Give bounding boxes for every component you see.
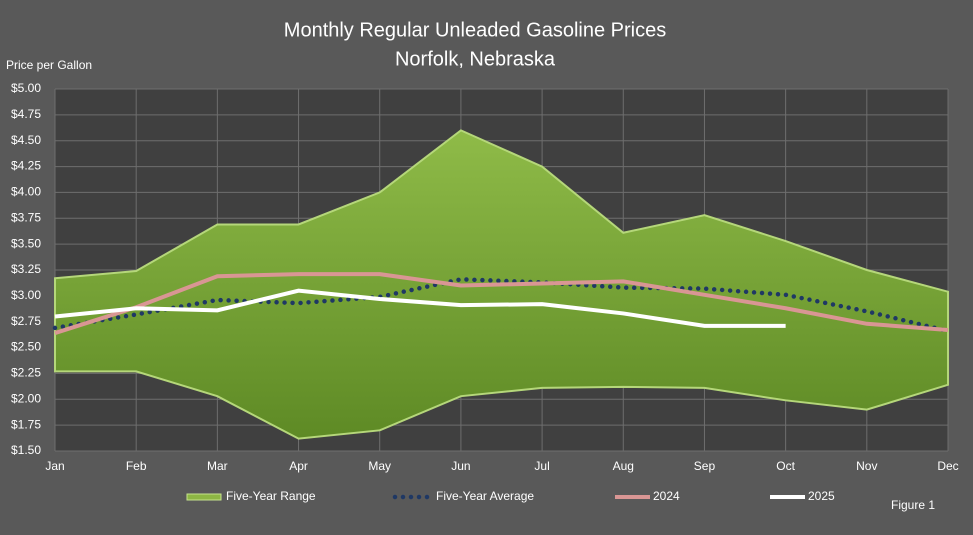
chart-title: Monthly Regular Unleaded Gasoline Prices: [284, 19, 666, 41]
x-tick-label: Aug: [613, 459, 634, 473]
legend-label: 2025: [808, 489, 835, 503]
chart-subtitle: Norfolk, Nebraska: [395, 48, 556, 70]
figure-label: Figure 1: [891, 498, 935, 512]
y-tick-label: $5.00: [11, 81, 41, 95]
marks: [52, 129, 951, 440]
y-tick-label: $2.25: [11, 366, 41, 380]
series-line: [52, 277, 951, 334]
legend-label: 2024: [653, 489, 680, 503]
x-tick-label: Oct: [776, 459, 795, 473]
series-line: [54, 272, 949, 335]
y-tick-label: $3.00: [11, 288, 41, 302]
y-tick-label: $1.75: [11, 417, 41, 431]
y-tick-label: $3.75: [11, 210, 41, 224]
legend-swatch: [186, 493, 222, 501]
y-tick-label: $4.50: [11, 133, 41, 147]
y-tick-label: $2.50: [11, 340, 41, 354]
legend-label: Five-Year Range: [226, 489, 316, 503]
y-tick-label: $3.25: [11, 262, 41, 276]
x-tick-label: Apr: [289, 459, 308, 473]
x-tick-label: May: [368, 459, 391, 473]
x-tick-label: Sep: [694, 459, 716, 473]
x-tick-label: Mar: [207, 459, 228, 473]
y-tick-label: $2.00: [11, 391, 41, 405]
legend-label: Five-Year Average: [436, 489, 534, 503]
series-line: [54, 288, 786, 328]
y-axis-label: Price per Gallon: [6, 58, 92, 72]
x-tick-label: Nov: [856, 459, 877, 473]
x-tick-label: Dec: [937, 459, 958, 473]
x-tick-label: Feb: [126, 459, 147, 473]
x-tick-label: Jan: [45, 459, 64, 473]
x-tick-label: Jul: [534, 459, 549, 473]
x-tick-label: Jun: [451, 459, 470, 473]
y-tick-label: $2.75: [11, 314, 41, 328]
y-tick-label: $3.50: [11, 236, 41, 250]
y-tick-label: $1.50: [11, 443, 41, 457]
y-tick-label: $4.25: [11, 159, 41, 173]
y-tick-label: $4.75: [11, 107, 41, 121]
y-tick-label: $4.00: [11, 185, 41, 199]
